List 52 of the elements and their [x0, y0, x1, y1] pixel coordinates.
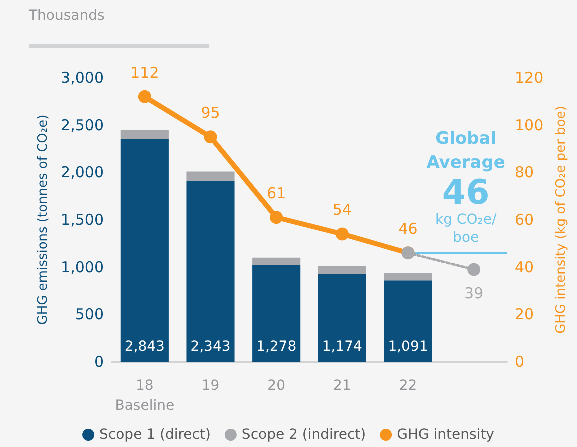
bar	[318, 274, 366, 362]
x-tick-label: 20	[268, 378, 286, 394]
x-tick-label: 18 Baseline	[115, 378, 175, 414]
bar	[252, 258, 301, 266]
annotation: 1,091	[388, 339, 428, 355]
x-tick-label: 22	[399, 378, 418, 394]
bar	[186, 172, 235, 182]
ref-line-label: Global Average 46 kg CO₂e/ boe	[426, 129, 506, 246]
y-tick-label: 2,500	[61, 116, 104, 134]
data-label: 46	[398, 220, 418, 238]
point	[138, 90, 152, 104]
y-tick-label: 0	[94, 353, 104, 371]
annotation: 1,174	[322, 339, 363, 355]
y-tick-label: 1,500	[61, 211, 104, 229]
data-label: 54	[332, 201, 352, 220]
bar	[384, 273, 432, 281]
y2-axis-title: GHG intensity (kg of CO₂e per boe)	[554, 106, 569, 334]
data-label: 39	[464, 284, 484, 303]
y2-tick-label: 120	[515, 69, 544, 87]
bar	[120, 140, 169, 362]
x-tick-label: 19	[202, 378, 220, 394]
annotation: 2,843	[124, 339, 165, 355]
y-axis-title: GHG emissions (tonnes of CO₂e)	[36, 114, 51, 326]
bar	[252, 265, 301, 362]
point	[336, 228, 349, 241]
annotation: 1,278	[256, 339, 297, 355]
annotation: 2,343	[190, 339, 231, 355]
y-tick-label: 3,000	[61, 69, 104, 87]
y2-tick-label: 40	[515, 258, 534, 276]
point	[204, 130, 218, 144]
y-tick-label: 2,000	[61, 164, 104, 182]
text: Thousands	[29, 8, 105, 24]
y-tick-label: 1,000	[61, 258, 104, 276]
y2-tick-label: 100	[515, 116, 544, 134]
x-tick-label: 21	[334, 378, 352, 394]
y2-tick-label: 60	[515, 211, 534, 229]
y2-tick-label: 0	[515, 353, 525, 371]
legend-label: GHG intensity	[397, 427, 494, 443]
bar	[318, 266, 366, 274]
legend-label: Scope 1 (direct)	[100, 427, 211, 443]
bar	[384, 280, 432, 362]
y-tick-label: 500	[75, 306, 104, 324]
legend-label: Scope 2 (indirect)	[242, 427, 366, 443]
data-label: 61	[267, 184, 286, 203]
bar	[186, 181, 235, 362]
data-label: 95	[201, 104, 220, 122]
y2-tick-label: 20	[515, 306, 534, 324]
point	[270, 211, 284, 224]
point	[468, 263, 481, 276]
bar	[120, 130, 169, 140]
data-label: 112	[130, 64, 160, 82]
y2-tick-label: 80	[515, 164, 534, 182]
